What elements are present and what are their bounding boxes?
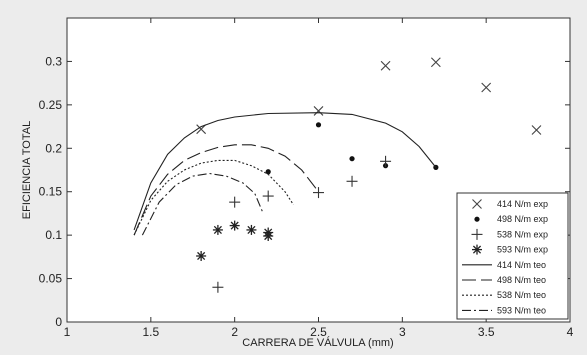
series-line-538-n-m-teo <box>133 159 294 236</box>
legend-label-593-n-m-exp: 593 N/m exp <box>497 245 548 255</box>
data-point-498-n-m-exp <box>265 169 271 175</box>
data-point-593-n-m-exp <box>246 224 257 235</box>
legend-label-414-n-m-exp: 414 N/m exp <box>497 199 548 209</box>
legend-swatch-538-n-m-exp <box>471 228 483 240</box>
data-point-538-n-m-exp <box>313 187 324 199</box>
legend-label-593-n-m-teo: 593 N/m teo <box>497 305 546 315</box>
y-tick-label: 0.2 <box>45 141 62 155</box>
data-point-593-n-m-exp <box>196 250 207 261</box>
y-tick-label: 0 <box>55 315 62 329</box>
data-point-414-n-m-exp <box>430 57 441 68</box>
legend-label-498-n-m-teo: 498 N/m teo <box>497 275 546 285</box>
legend-label-414-n-m-teo: 414 N/m teo <box>497 260 546 270</box>
legend-label-538-n-m-exp: 538 N/m exp <box>497 229 548 239</box>
y-tick-label: 0.1 <box>45 228 62 242</box>
legend-box <box>456 192 569 320</box>
legend-swatch-593-n-m-exp <box>472 244 482 255</box>
legend-label-538-n-m-teo: 538 N/m teo <box>497 290 546 300</box>
x-tick-label: 3 <box>399 325 406 339</box>
y-tick-label: 0.25 <box>39 98 63 112</box>
data-point-414-n-m-exp <box>196 124 207 135</box>
data-point-538-n-m-exp <box>380 155 392 167</box>
plot-layer <box>133 57 542 293</box>
data-point-538-n-m-exp <box>212 281 224 293</box>
x-tick-label: 1 <box>64 325 71 339</box>
legend-swatch-414-n-m-exp <box>472 199 482 209</box>
x-tick-label: 2 <box>231 325 238 339</box>
y-tick-label: 0.3 <box>45 54 62 68</box>
x-axis-title: CARRERA DE VÁLVULA (mm) <box>242 336 393 349</box>
data-point-593-n-m-exp <box>229 220 240 231</box>
x-tick-label: 2.5 <box>310 325 327 339</box>
series-line-498-n-m-teo <box>133 144 319 236</box>
legend-label-498-n-m-exp: 498 N/m exp <box>497 214 548 224</box>
y-axis-title: EFICIENCIA TOTAL <box>21 121 33 219</box>
data-point-414-n-m-exp <box>380 60 391 71</box>
x-tick-label: 3.5 <box>478 325 495 339</box>
y-tick-label: 0.15 <box>39 185 63 199</box>
data-point-414-n-m-exp <box>481 82 492 93</box>
data-point-538-n-m-exp <box>229 196 241 208</box>
x-tick-label: 1.5 <box>142 325 159 339</box>
ticks-layer: 1 1.5 2 2.5 3 3.5 4 0 0.05 0.1 0.15 0.2 0.25 0.3 <box>39 18 574 339</box>
data-point-538-n-m-exp <box>346 175 358 187</box>
data-point-593-n-m-exp <box>263 231 274 242</box>
data-point-593-n-m-exp <box>212 224 223 235</box>
data-point-414-n-m-exp <box>313 106 324 116</box>
data-point-414-n-m-exp <box>531 125 542 135</box>
data-point-538-n-m-exp <box>262 190 274 202</box>
x-tick-label: 4 <box>567 325 574 339</box>
series-line-414-n-m-teo <box>133 112 437 231</box>
legend: 414 N/m exp 498 N/m exp 538 N/m exp 593 N/m… <box>456 192 569 320</box>
legend-swatch-498-n-m-exp <box>474 216 480 222</box>
y-tick-label: 0.05 <box>39 272 63 286</box>
series-line-593-n-m-teo <box>141 172 264 236</box>
data-point-498-n-m-exp <box>349 156 355 162</box>
data-point-498-n-m-exp <box>315 122 322 128</box>
